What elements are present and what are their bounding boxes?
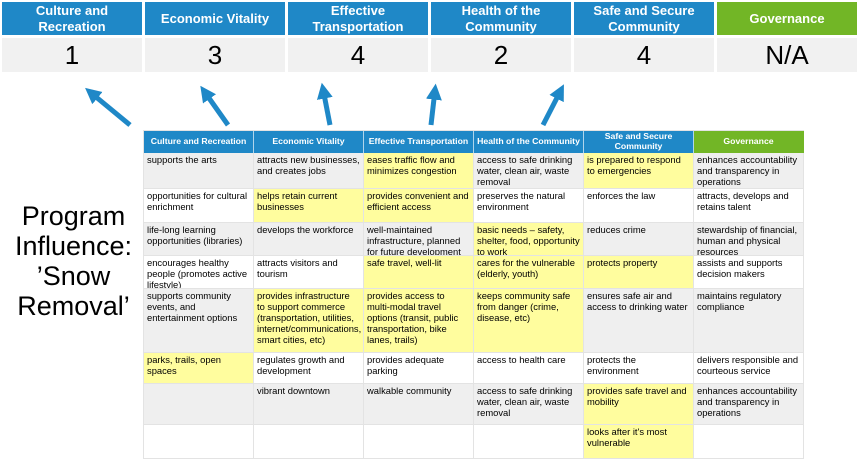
matrix-cell: provides adequate parking [364, 353, 474, 384]
matrix-cell [144, 384, 254, 425]
matrix-cell: enhances accountability and transparency… [694, 384, 804, 425]
title-line: Removal’ [17, 291, 130, 321]
matrix-cell: stewardship of financial, human and phys… [694, 223, 804, 256]
matrix-cell: enforces the law [584, 189, 694, 223]
matrix-cell: develops the workforce [254, 223, 364, 256]
matrix-cell [694, 425, 804, 459]
matrix-cell: access to safe drinking water, clean air… [474, 153, 584, 189]
matrix-cell: access to safe drinking water, clean air… [474, 384, 584, 425]
title-line: ’Snow [36, 261, 111, 291]
matrix-cell [474, 425, 584, 459]
matrix-cell: opportunities for cultural enrichment [144, 189, 254, 223]
scoreboard-header-health: Health of the Community [431, 2, 571, 35]
priority-scoreboard: Culture and Recreation 1 Economic Vitali… [2, 2, 857, 72]
scoreboard-header-safe: Safe and Secure Community [574, 2, 714, 35]
matrix-cell: cares for the vulnerable (elderly, youth… [474, 256, 584, 289]
matrix-cell: well-maintained infrastructure, planned … [364, 223, 474, 256]
arrow-up-culture [85, 87, 132, 127]
matrix-cell: eases traffic flow and minimizes congest… [364, 153, 474, 189]
matrix-cell [144, 425, 254, 459]
scoreboard-header-transportation: Effective Transportation [288, 2, 428, 35]
scoreboard-header-culture: Culture and Recreation [2, 2, 142, 35]
matrix-cell: provides access to multi-modal travel op… [364, 289, 474, 353]
matrix-header-economic: Economic Vitality [254, 131, 364, 153]
title-line: Program [21, 201, 126, 231]
matrix-cell [254, 425, 364, 459]
matrix-cell: safe travel, well-lit [364, 256, 474, 289]
scoreboard-col-governance: Governance N/A [717, 2, 857, 72]
scoreboard-score-transportation: 4 [288, 38, 428, 72]
influence-matrix-table: Culture and Recreation Economic Vitality… [143, 130, 804, 459]
arrow-up-economic [200, 85, 231, 127]
matrix-cell: maintains regulatory compliance [694, 289, 804, 353]
matrix-cell: attracts, develops and retains talent [694, 189, 804, 223]
arrows [85, 82, 564, 127]
matrix-cell: attracts new businesses, and creates job… [254, 153, 364, 189]
matrix-cell: vibrant downtown [254, 384, 364, 425]
arrow-up-health [425, 83, 442, 126]
program-influence-title: Program Influence: ’Snow Removal’ [0, 201, 147, 321]
matrix-cell: preserves the natural environment [474, 189, 584, 223]
matrix-cell: provides infrastructure to support comme… [254, 289, 364, 353]
matrix-cell: helps retain current businesses [254, 189, 364, 223]
matrix-header-culture: Culture and Recreation [144, 131, 254, 153]
matrix-cell: supports community events, and entertain… [144, 289, 254, 353]
matrix-header-governance: Governance [694, 131, 804, 153]
matrix-cell: walkable community [364, 384, 474, 425]
matrix-cell: basic needs – safety, shelter, food, opp… [474, 223, 584, 256]
matrix-cell: access to health care [474, 353, 584, 384]
matrix-cell [364, 425, 474, 459]
matrix-cell: ensures safe air and access to drinking … [584, 289, 694, 353]
matrix-header-health: Health of the Community [474, 131, 584, 153]
scoreboard-score-safe: 4 [574, 38, 714, 72]
matrix-cell: attracts visitors and tourism [254, 256, 364, 289]
scoreboard-score-governance: N/A [717, 38, 857, 72]
scoreboard-header-governance: Governance [717, 2, 857, 35]
scoreboard-col-culture: Culture and Recreation 1 [2, 2, 142, 72]
scoreboard-col-health: Health of the Community 2 [431, 2, 571, 72]
scoreboard-score-health: 2 [431, 38, 571, 72]
arrow-up-transportation [316, 82, 333, 126]
scoreboard-header-economic: Economic Vitality [145, 2, 285, 35]
matrix-cell: reduces crime [584, 223, 694, 256]
scoreboard-score-economic: 3 [145, 38, 285, 72]
matrix-header-safe: Safe and Secure Community [584, 131, 694, 153]
matrix-header-transportation: Effective Transportation [364, 131, 474, 153]
matrix-cell: keeps community safe from danger (crime,… [474, 289, 584, 353]
matrix-cell: protects the environment [584, 353, 694, 384]
scoreboard-score-culture: 1 [2, 38, 142, 72]
matrix-cell: life-long learning opportunities (librar… [144, 223, 254, 256]
scoreboard-col-transportation: Effective Transportation 4 [288, 2, 428, 72]
matrix-cell: protects property [584, 256, 694, 289]
matrix-cell: enhances accountability and transparency… [694, 153, 804, 189]
scoreboard-col-economic: Economic Vitality 3 [145, 2, 285, 72]
matrix-cell: provides convenient and efficient access [364, 189, 474, 223]
matrix-cell: is prepared to respond to emergencies [584, 153, 694, 189]
arrow-up-safe [540, 84, 564, 127]
matrix-cell: encourages healthy people (promotes acti… [144, 256, 254, 289]
matrix-cell: supports the arts [144, 153, 254, 189]
matrix-cell: parks, trails, open spaces [144, 353, 254, 384]
title-line: Influence: [14, 231, 133, 261]
matrix-cell: delivers responsible and courteous servi… [694, 353, 804, 384]
matrix-cell: assists and supports decision makers [694, 256, 804, 289]
matrix-cell: provides safe travel and mobility [584, 384, 694, 425]
scoreboard-col-safe: Safe and Secure Community 4 [574, 2, 714, 72]
matrix-cell: regulates growth and development [254, 353, 364, 384]
matrix-cell: looks after it's most vulnerable [584, 425, 694, 459]
